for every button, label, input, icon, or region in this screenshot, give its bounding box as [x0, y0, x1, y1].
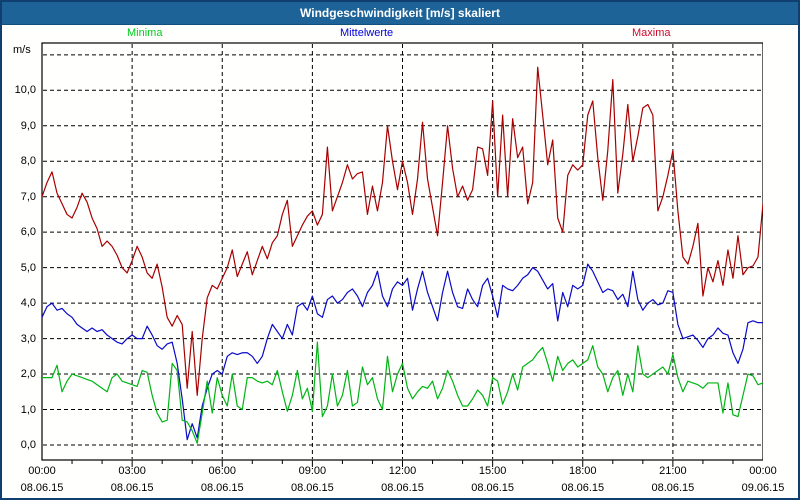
- x-tick-time: 00:00: [749, 465, 777, 477]
- x-tick-date: 09.06.15: [741, 482, 785, 494]
- y-tick-label: 3,0: [20, 332, 36, 345]
- x-tick-label: 09:00 08.06.15: [277, 464, 347, 496]
- title-bar: Windgeschwindigkeit [m/s] skaliert: [2, 2, 798, 25]
- legend-item-maxima: Maxima: [632, 27, 671, 39]
- legend: Minima Mittelwerte Maxima: [2, 27, 798, 43]
- x-tick-time: 21:00: [659, 465, 687, 477]
- plot-frame: [41, 42, 763, 461]
- y-tick-label: 8,0: [20, 155, 36, 168]
- x-tick-date: 08.06.15: [110, 482, 154, 494]
- x-tick-time: 06:00: [208, 465, 237, 477]
- x-tick-date: 08.06.15: [471, 482, 515, 494]
- y-tick-label: 7,0: [20, 190, 36, 203]
- x-tick-label: 03:00 08.06.15: [97, 464, 167, 496]
- x-tick-time: 03:00: [118, 465, 146, 477]
- series-line-minima: [42, 341, 763, 444]
- x-tick-label: 18:00 08.06.15: [548, 464, 618, 496]
- window-title: Windgeschwindigkeit [m/s] skaliert: [300, 6, 500, 20]
- y-tick-label: 6,0: [20, 226, 36, 239]
- x-tick-date: 08.06.15: [381, 482, 424, 494]
- x-tick-time: 15:00: [478, 465, 507, 477]
- x-tick-label: 12:00 08.06.15: [368, 464, 438, 496]
- y-tick-label: 2,0: [20, 368, 36, 381]
- x-tick-date: 08.06.15: [20, 482, 64, 494]
- y-tick-label: 5,0: [20, 261, 36, 274]
- x-tick-label: 00:00 08.06.15: [7, 464, 77, 496]
- y-tick-label: 0,0: [20, 439, 36, 451]
- x-tick-date: 08.06.15: [200, 482, 244, 494]
- x-tick-label: 21:00 08.06.15: [638, 464, 708, 496]
- x-tick-time: 00:00: [28, 465, 56, 477]
- chart-svg: [41, 42, 763, 467]
- y-tick-label: 10,0: [14, 84, 36, 97]
- x-axis-labels: 00:00 08.06.15 03:00 08.06.15 06:00 08.06.15 0…: [2, 464, 798, 498]
- legend-item-mittelwerte: Mittelwerte: [340, 27, 394, 39]
- x-tick-label: 00:00 09.06.15: [728, 464, 798, 496]
- series-line-mittelwerte: [41, 263, 763, 441]
- legend-item-minima: Minima: [127, 27, 163, 39]
- x-tick-label: 06:00 08.06.15: [187, 464, 257, 496]
- x-tick-time: 09:00: [298, 465, 327, 477]
- y-tick-label: 9,0: [20, 119, 36, 132]
- y-tick-label: 1,0: [20, 403, 36, 416]
- x-tick-date: 08.06.15: [290, 482, 334, 494]
- x-tick-date: 08.06.15: [651, 482, 695, 494]
- y-tick-label: 4,0: [20, 297, 36, 310]
- plot-area: [40, 41, 763, 469]
- x-tick-time: 12:00: [388, 465, 417, 477]
- x-tick-label: 15:00 08.06.15: [458, 464, 528, 496]
- series-line-maxima: [41, 66, 763, 396]
- x-tick-time: 18:00: [568, 465, 597, 477]
- y-axis-unit-label: m/s: [13, 44, 31, 56]
- x-tick-date: 08.06.15: [561, 482, 605, 494]
